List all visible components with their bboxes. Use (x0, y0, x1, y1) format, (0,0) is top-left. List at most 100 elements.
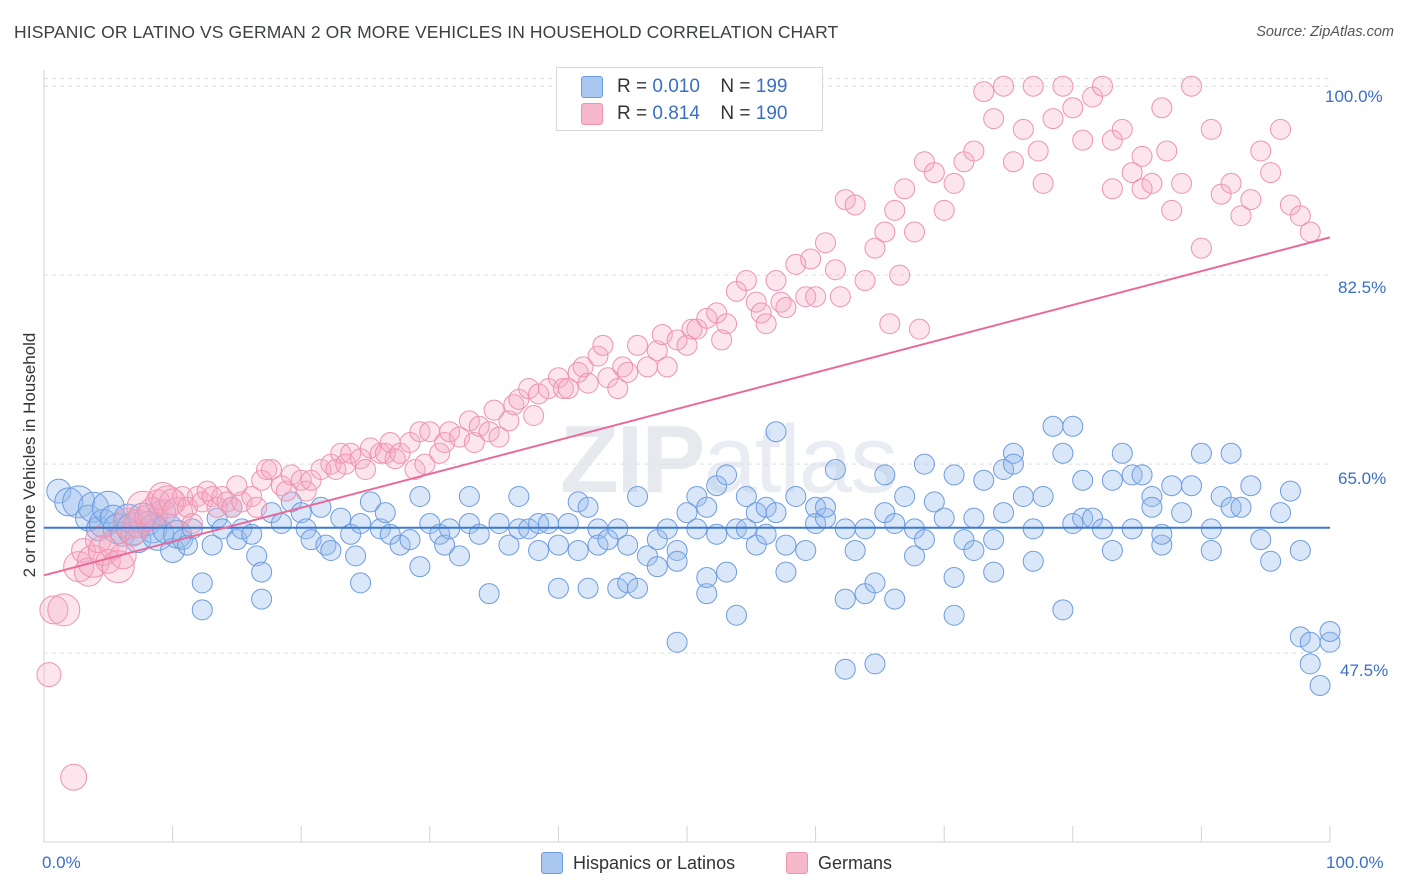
hispanic-point (1309, 674, 1331, 696)
hispanic-point (290, 502, 312, 524)
german-point (528, 383, 550, 405)
x-tick-max: 100.0% (1326, 853, 1384, 872)
hispanic-point (706, 523, 728, 545)
hispanic-point (983, 529, 1005, 551)
german-point (355, 458, 376, 480)
german-point (572, 356, 594, 378)
german-point (943, 172, 965, 194)
german-point (340, 442, 362, 464)
german-point (607, 378, 629, 400)
hispanic-point (270, 512, 292, 534)
correlation-legend: R = 0.010 N = 199 R = 0.814 N = 190 (556, 67, 823, 131)
hispanic-point (1002, 442, 1024, 464)
hispanic-point (775, 534, 797, 556)
german-point (181, 512, 203, 534)
german-point (1141, 172, 1163, 194)
german-trend-line (43, 236, 1331, 577)
german-point (666, 329, 688, 351)
german-point (681, 318, 703, 340)
german-point (47, 593, 81, 627)
hispanic-point (973, 469, 995, 491)
german-point (1299, 221, 1321, 243)
german-point (711, 329, 733, 351)
hispanic-point (518, 518, 540, 540)
hispanic-point (904, 545, 926, 567)
hispanic-point (1279, 480, 1301, 502)
german-point (1101, 178, 1123, 200)
hispanic-point (1072, 469, 1094, 491)
hispanic-point (884, 588, 906, 610)
german-point (280, 464, 302, 486)
german-point (627, 334, 649, 356)
hispanic-point (696, 566, 718, 588)
hispanic-point (735, 518, 757, 540)
legend-n-value: 190 (755, 103, 788, 124)
german-point (261, 458, 283, 480)
bottom-legend-label: Germans (818, 852, 893, 873)
watermark: ZIPatlas (560, 406, 898, 513)
hispanic-point (1002, 453, 1024, 475)
hispanic-point (567, 491, 589, 513)
german-point (993, 75, 1015, 97)
hispanic-point (54, 487, 84, 517)
hispanic-point (735, 485, 757, 507)
hispanic-point (716, 464, 738, 486)
hispanic-point (1052, 442, 1074, 464)
german-point (933, 199, 955, 221)
hispanic-point (350, 572, 372, 594)
german-point (1062, 97, 1084, 119)
german-point (1131, 145, 1153, 167)
hispanic-point (429, 523, 451, 545)
bottom-legend-swatch-pink (786, 852, 808, 874)
hispanic-point (795, 539, 817, 561)
hispanic-point (676, 502, 698, 524)
hispanic-point (1151, 534, 1173, 556)
german-point (374, 442, 396, 464)
hispanic-point (1151, 523, 1173, 545)
german-point (414, 453, 436, 475)
german-point (1027, 140, 1049, 162)
german-point (884, 199, 906, 221)
hispanic-point (656, 518, 678, 540)
hispanic-point (1250, 529, 1272, 551)
hispanic-point (864, 572, 886, 594)
german-point (295, 480, 317, 502)
hispanic-point (1161, 475, 1183, 497)
hispanic-point (528, 539, 550, 561)
german-point (1032, 172, 1054, 194)
hispanic-point (350, 512, 372, 534)
bottom-legend-hispanic: Hispanics or Latinos (541, 852, 735, 874)
german-point (577, 372, 599, 394)
german-point (814, 232, 836, 254)
legend-r-value: 0.814 (652, 103, 700, 124)
legend-swatch-pink (581, 103, 603, 125)
hispanic-point (448, 545, 470, 567)
bottom-legend-swatch-blue (541, 852, 563, 874)
hispanic-point (557, 512, 579, 534)
german-point (84, 526, 112, 554)
german-point (1121, 162, 1143, 184)
german-point (109, 542, 137, 570)
hispanic-point (765, 421, 787, 443)
hispanic-point (577, 496, 599, 518)
german-point (1012, 118, 1034, 140)
german-point (1151, 97, 1173, 119)
hispanic-point (201, 534, 223, 556)
hispanic-point (246, 545, 268, 567)
hispanic-point (1319, 631, 1341, 653)
hispanic-point (943, 604, 965, 626)
german-point (983, 108, 1005, 130)
hispanic-point (1230, 496, 1252, 518)
german-point (1156, 140, 1178, 162)
hispanic-point (1022, 550, 1044, 572)
y-axis-label: 2 or more Vehicles in Household (20, 332, 39, 578)
hispanic-point (666, 550, 688, 572)
hispanic-point (567, 539, 589, 561)
source-label: Source: ZipAtlas.com (1256, 24, 1394, 40)
german-point (439, 421, 461, 443)
legend-r-label: R = (617, 76, 648, 97)
hispanic-point (844, 539, 866, 561)
german-point (889, 264, 911, 286)
hispanic-point (1062, 415, 1084, 437)
